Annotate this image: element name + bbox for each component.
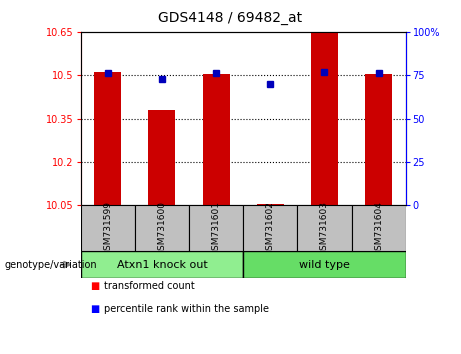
Bar bbox=[135, 205, 189, 251]
Bar bbox=[352, 205, 406, 251]
Bar bbox=[148, 110, 176, 205]
Bar bbox=[297, 205, 352, 251]
Bar bbox=[257, 204, 284, 205]
Text: genotype/variation: genotype/variation bbox=[5, 259, 97, 270]
Text: GSM731599: GSM731599 bbox=[103, 201, 112, 256]
Bar bbox=[94, 72, 121, 205]
Text: GSM731602: GSM731602 bbox=[266, 201, 275, 256]
Bar bbox=[202, 74, 230, 205]
Bar bbox=[243, 251, 406, 278]
Text: Atxn1 knock out: Atxn1 knock out bbox=[117, 259, 207, 270]
Bar bbox=[311, 32, 338, 205]
Text: ■: ■ bbox=[90, 281, 99, 291]
Text: GSM731604: GSM731604 bbox=[374, 201, 383, 256]
Text: GSM731600: GSM731600 bbox=[157, 201, 166, 256]
Text: GDS4148 / 69482_at: GDS4148 / 69482_at bbox=[159, 11, 302, 25]
Bar bbox=[81, 205, 135, 251]
Text: ■: ■ bbox=[90, 304, 99, 314]
Bar bbox=[81, 251, 243, 278]
Text: GSM731603: GSM731603 bbox=[320, 201, 329, 256]
Text: transformed count: transformed count bbox=[104, 281, 195, 291]
Bar bbox=[365, 74, 392, 205]
Bar bbox=[189, 205, 243, 251]
Text: GSM731601: GSM731601 bbox=[212, 201, 221, 256]
Text: percentile rank within the sample: percentile rank within the sample bbox=[104, 304, 269, 314]
Bar bbox=[243, 205, 297, 251]
Text: wild type: wild type bbox=[299, 259, 350, 270]
